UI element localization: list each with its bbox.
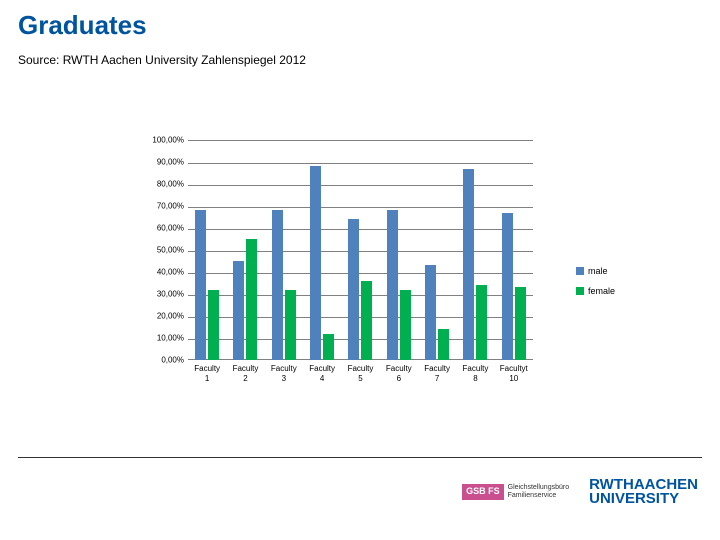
legend-swatch xyxy=(576,287,584,295)
gsb-logo: GSB FS Gleichstellungsbüro Familienservi… xyxy=(462,484,569,500)
bar-male xyxy=(502,213,513,360)
bar-male xyxy=(233,261,244,360)
x-tick-label: Faculty6 xyxy=(382,364,416,383)
legend-label: male xyxy=(588,266,608,276)
bar-female xyxy=(361,281,372,360)
bar-male xyxy=(195,210,206,360)
bar-group xyxy=(462,169,488,360)
footer-logos: GSB FS Gleichstellungsbüro Familienservi… xyxy=(462,478,698,507)
y-tick-label: 70,00% xyxy=(140,202,184,211)
bar-male xyxy=(387,210,398,360)
bar-female xyxy=(208,290,219,360)
x-tick-label: Facultyt10 xyxy=(497,364,531,383)
bar-male xyxy=(272,210,283,360)
bar-group xyxy=(309,166,335,360)
source-text: Source: RWTH Aachen University Zahlenspi… xyxy=(0,41,720,67)
x-tick-label: Faculty5 xyxy=(343,364,377,383)
bar-female xyxy=(246,239,257,360)
y-tick-label: 90,00% xyxy=(140,158,184,167)
bar-female xyxy=(438,329,449,360)
bar-female xyxy=(476,285,487,360)
bar-male xyxy=(310,166,321,360)
bar-group xyxy=(501,213,527,360)
x-tick-label: Faculty3 xyxy=(267,364,301,383)
x-axis-labels: Faculty1Faculty2 Faculty3Faculty4Faculty5… xyxy=(188,364,533,383)
bar-group xyxy=(271,210,297,360)
y-tick-label: 10,00% xyxy=(140,334,184,343)
x-tick-label: Faculty1 xyxy=(190,364,224,383)
legend-item: male xyxy=(576,266,615,276)
y-tick-label: 60,00% xyxy=(140,224,184,233)
bar-male xyxy=(348,219,359,360)
y-tick-label: 20,00% xyxy=(140,312,184,321)
y-tick-label: 50,00% xyxy=(140,246,184,255)
bar-male xyxy=(425,265,436,360)
bar-group xyxy=(386,210,412,360)
bar-group xyxy=(424,265,450,360)
y-tick-label: 40,00% xyxy=(140,268,184,277)
gsb-line1: Gleichstellungsbüro xyxy=(508,484,569,492)
rwth-line2: UNIVERSITY xyxy=(589,492,698,506)
rwth-logo: RWTHAACHEN UNIVERSITY xyxy=(589,478,698,507)
bar-female xyxy=(400,290,411,360)
y-tick-label: 30,00% xyxy=(140,290,184,299)
bar-female xyxy=(515,287,526,360)
legend-label: female xyxy=(588,286,615,296)
bar-groups xyxy=(188,140,533,360)
y-tick-label: 0,00% xyxy=(140,356,184,365)
footer-divider xyxy=(18,457,702,458)
bar-group xyxy=(194,210,220,360)
x-tick-label: Faculty8 xyxy=(458,364,492,383)
legend-item: female xyxy=(576,286,615,296)
gsb-box: GSB FS xyxy=(462,484,504,500)
x-tick-label: Faculty2 xyxy=(228,364,262,383)
y-tick-label: 100,00% xyxy=(140,136,184,145)
y-tick-label: 80,00% xyxy=(140,180,184,189)
bar-female xyxy=(323,334,334,360)
page-title: Graduates xyxy=(0,0,720,41)
legend: male female xyxy=(576,266,615,306)
legend-swatch xyxy=(576,267,584,275)
gsb-line2: Familienservice xyxy=(508,492,569,500)
x-tick-label: Faculty4 xyxy=(305,364,339,383)
bar-group xyxy=(347,219,373,360)
x-tick-label: Faculty7 xyxy=(420,364,454,383)
bar-female xyxy=(285,290,296,360)
chart: Faculty1Faculty2 Faculty3Faculty4Faculty5… xyxy=(140,140,560,405)
bar-male xyxy=(463,169,474,360)
bar-group xyxy=(232,239,258,360)
